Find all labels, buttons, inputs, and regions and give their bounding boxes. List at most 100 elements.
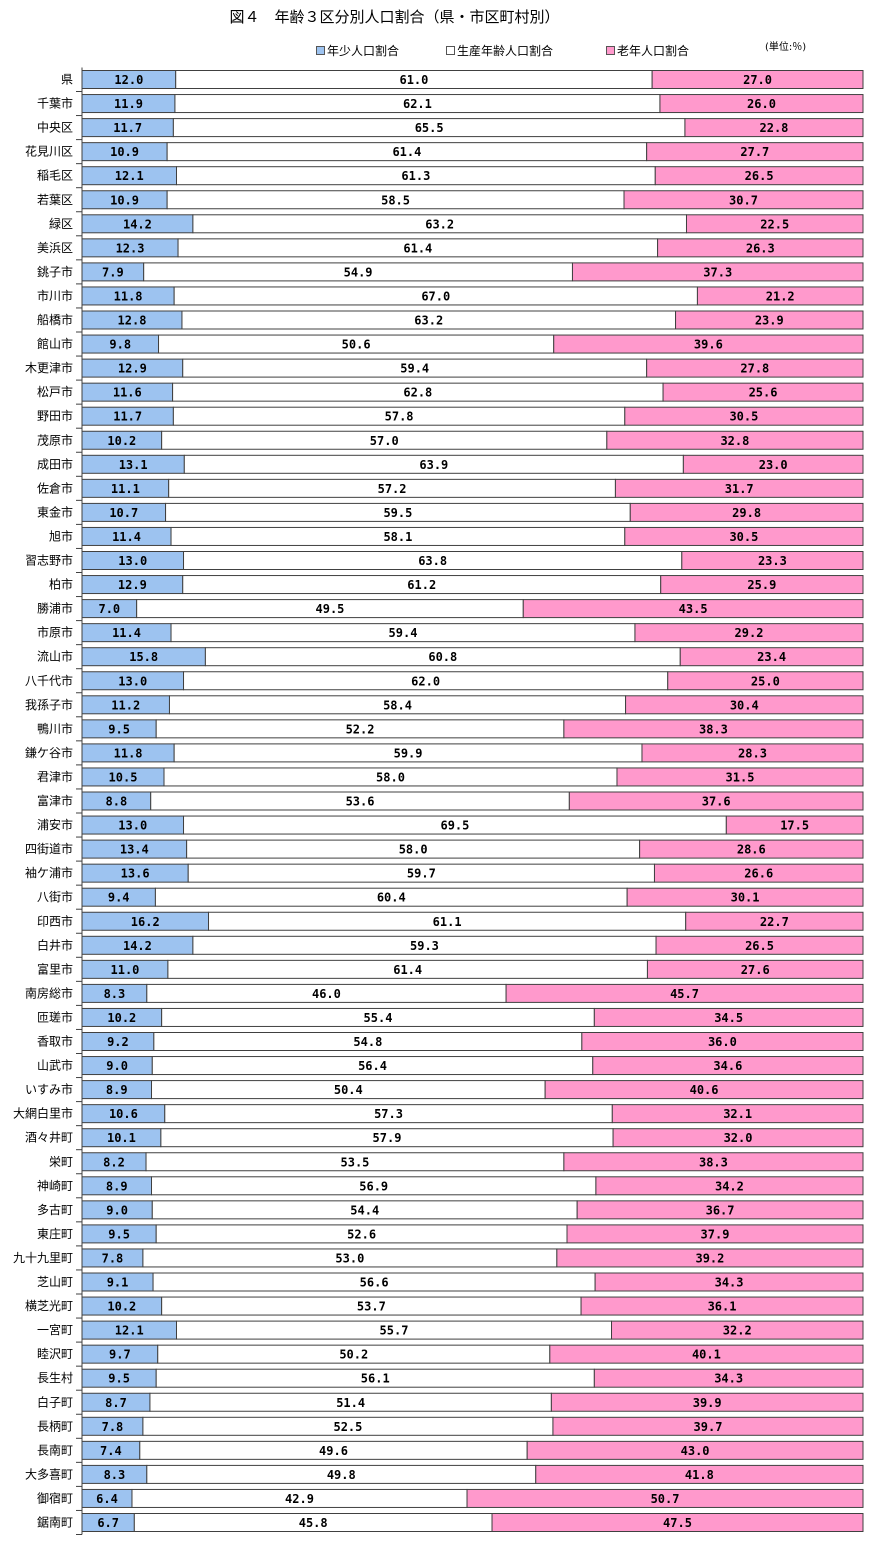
data-label-working: 57.3 xyxy=(374,1107,403,1121)
data-label-working: 61.4 xyxy=(403,241,432,255)
bar-segment-old xyxy=(646,959,864,979)
data-label-old: 32.8 xyxy=(720,434,749,448)
legend-item-working: 生産年齢人口割合 xyxy=(446,42,553,59)
data-label-old: 30.4 xyxy=(730,698,759,712)
data-label-working: 59.9 xyxy=(394,746,423,760)
data-label-old: 40.6 xyxy=(690,1083,719,1097)
data-label-old: 23.0 xyxy=(759,458,788,472)
bar-segment-old xyxy=(566,1224,864,1244)
data-label-working: 62.1 xyxy=(403,97,432,111)
data-label-working: 63.8 xyxy=(418,554,447,568)
data-label-young: 11.8 xyxy=(114,289,143,303)
category-label: 四街道市 xyxy=(25,841,73,856)
bar-segment-old xyxy=(552,1416,864,1436)
data-label-young: 11.7 xyxy=(113,410,142,424)
data-label-working: 50.2 xyxy=(339,1348,368,1362)
bar-segment-old xyxy=(623,190,864,210)
data-label-old: 23.4 xyxy=(757,650,786,664)
bar-segment-old xyxy=(614,478,864,498)
data-label-young: 9.1 xyxy=(107,1276,129,1290)
data-label-old: 50.7 xyxy=(651,1492,680,1506)
data-label-young: 11.7 xyxy=(113,121,142,135)
data-label-old: 31.7 xyxy=(725,482,754,496)
category-label: 御宿町 xyxy=(37,1490,73,1505)
data-label-young: 6.4 xyxy=(96,1492,118,1506)
data-label-working: 45.8 xyxy=(299,1516,328,1530)
data-label-young: 11.2 xyxy=(111,698,140,712)
data-label-young: 9.5 xyxy=(108,722,130,736)
chart-title: 図４ 年齢３区分別人口割合（県・市区町村別） xyxy=(229,8,560,26)
data-label-young: 9.5 xyxy=(108,1372,130,1386)
category-label: 東庄町 xyxy=(37,1226,73,1241)
bar-segment-old xyxy=(653,863,864,883)
bar-segment-old xyxy=(491,1513,864,1532)
category-label: 成田市 xyxy=(37,456,73,471)
data-label-young: 9.0 xyxy=(106,1059,128,1073)
bar-segment-old xyxy=(646,142,864,162)
bar-segment-old xyxy=(655,935,864,955)
category-label: 栄町 xyxy=(49,1155,73,1169)
data-label-working: 53.0 xyxy=(335,1251,364,1265)
category-label: 若葉区 xyxy=(37,193,73,207)
category-label: 大網白里市 xyxy=(13,1106,73,1121)
data-label-working: 55.7 xyxy=(380,1324,409,1338)
bar-segment-old xyxy=(639,839,864,859)
data-label-young: 11.1 xyxy=(111,482,140,496)
data-label-old: 34.6 xyxy=(713,1059,742,1073)
category-label: 匝瑳市 xyxy=(37,1009,73,1024)
category-label: 東金市 xyxy=(37,504,73,519)
data-label-working: 57.0 xyxy=(370,434,399,448)
data-label-working: 65.5 xyxy=(415,121,444,135)
category-label: 松戸市 xyxy=(37,384,73,399)
data-label-young: 9.8 xyxy=(109,338,131,352)
category-label: 君津市 xyxy=(37,769,73,784)
bar-segment-old xyxy=(568,791,864,811)
category-label: 鎌ケ谷市 xyxy=(25,745,73,760)
unit-label: (単位:％) xyxy=(765,42,807,53)
data-label-old: 34.3 xyxy=(714,1372,743,1386)
bar-segment-old xyxy=(581,1032,864,1051)
bar-segment-old xyxy=(684,118,864,138)
data-label-working: 60.4 xyxy=(377,891,406,905)
data-label-young: 7.0 xyxy=(98,602,120,616)
data-label-young: 9.4 xyxy=(108,891,130,905)
category-label: 緑区 xyxy=(49,216,73,231)
category-label: 長南町 xyxy=(37,1442,73,1457)
data-label-old: 34.3 xyxy=(715,1276,744,1290)
data-label-old: 25.9 xyxy=(747,578,776,592)
bar-segment-old xyxy=(592,1056,864,1076)
category-label: 長柄町 xyxy=(37,1419,73,1433)
data-label-young: 13.4 xyxy=(120,843,149,857)
data-label-old: 39.9 xyxy=(693,1396,722,1410)
category-label: 市川市 xyxy=(37,288,73,303)
data-label-young: 13.0 xyxy=(118,554,147,568)
category-label: 館山市 xyxy=(37,336,73,351)
data-label-young: 10.7 xyxy=(109,506,138,520)
data-label-old: 30.5 xyxy=(729,410,758,424)
data-label-young: 13.0 xyxy=(118,819,147,833)
category-label: 一宮町 xyxy=(37,1322,73,1337)
legend-swatch-old xyxy=(606,46,615,55)
data-label-young: 8.3 xyxy=(104,987,126,1001)
data-label-young: 12.8 xyxy=(118,314,147,328)
category-label: 我孫子市 xyxy=(25,697,73,712)
category-label: 神崎町 xyxy=(37,1179,73,1193)
bar-segment-old xyxy=(606,430,864,450)
bar-segment-old xyxy=(681,551,864,570)
bar-segment-old xyxy=(685,911,864,931)
data-label-working: 59.5 xyxy=(383,506,412,520)
legend-item-old: 老年人口割合 xyxy=(606,42,689,59)
category-label: 勝浦市 xyxy=(37,601,73,616)
data-label-old: 25.6 xyxy=(749,386,778,400)
legend-item-young: 年少人口割合 xyxy=(316,42,399,59)
data-label-old: 45.7 xyxy=(670,987,699,1001)
bar-segment-old xyxy=(553,334,864,354)
data-label-working: 57.8 xyxy=(385,410,414,424)
bar-segment-old xyxy=(616,767,864,787)
bar-segment-old xyxy=(679,647,864,667)
data-label-young: 8.7 xyxy=(105,1396,127,1410)
category-label: 稲毛区 xyxy=(37,169,73,183)
category-label: 木更津市 xyxy=(25,360,73,375)
bar-segment-old xyxy=(593,1368,864,1388)
data-label-working: 49.8 xyxy=(327,1468,356,1482)
